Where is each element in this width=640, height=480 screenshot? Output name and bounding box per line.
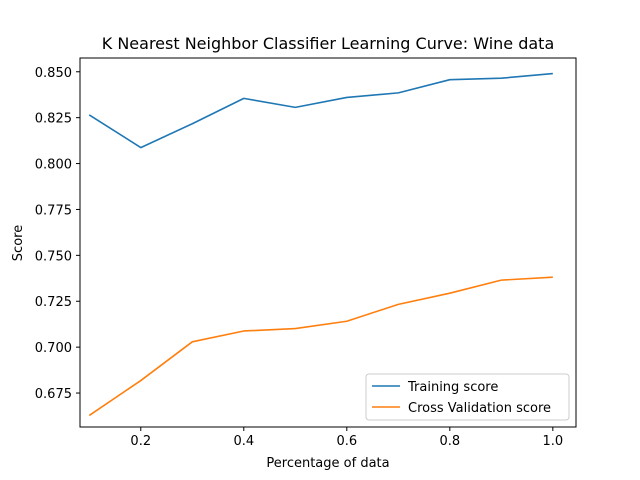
legend-label: Cross Validation score [408, 401, 551, 416]
series-line-0 [88, 72, 553, 149]
chart-title: K Nearest Neighbor Classifier Learning C… [102, 34, 555, 53]
x-tick-label: 0.4 [233, 434, 254, 449]
legend: Training score Cross Validation score [365, 373, 570, 421]
series-line-1 [88, 276, 553, 417]
x-axis-label: Percentage of data [266, 456, 389, 471]
y-tick-label: 0.725 [35, 295, 72, 310]
y-tick-label: 0.825 [35, 112, 72, 127]
plot-frame [79, 57, 577, 428]
legend-box [365, 373, 570, 421]
y-tick-label: 0.850 [35, 66, 72, 81]
y-tick-label: 0.700 [35, 341, 72, 356]
y-tick-label: 0.775 [35, 203, 72, 218]
y-axis-label: Score [11, 225, 26, 261]
legend-label: Training score [407, 380, 498, 395]
x-tick-label: 0.6 [336, 434, 357, 449]
x-tick-label: 0.2 [130, 434, 151, 449]
axis-ticks: 0.2 0.4 0.6 0.8 1.0 0.675 0.700 0.725 0.750 0.775… [35, 66, 563, 449]
y-tick-label: 0.675 [35, 387, 72, 402]
x-tick-label: 0.8 [439, 434, 460, 449]
y-tick-label: 0.750 [35, 249, 72, 264]
y-tick-label: 0.800 [35, 158, 72, 173]
series-lines [88, 72, 553, 417]
x-tick-label: 1.0 [542, 434, 563, 449]
